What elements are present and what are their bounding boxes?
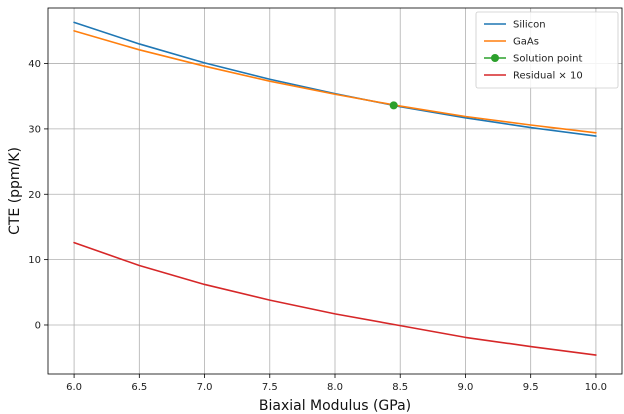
y-tick-label: 20 xyxy=(28,190,41,201)
y-tick-label: 10 xyxy=(28,255,41,266)
x-tick-label: 7.5 xyxy=(262,382,278,393)
legend-marker xyxy=(491,54,499,62)
x-tick-label: 7.0 xyxy=(197,382,213,393)
series-line-residual-10 xyxy=(73,241,597,356)
y-tick-label: 40 xyxy=(28,59,41,70)
solution-point-marker xyxy=(389,101,398,110)
x-tick-label: 9.5 xyxy=(523,382,539,393)
y-axis-ticks: 0 10 20 30 40 xyxy=(28,59,48,331)
legend: Silicon GaAs Solution point Residual × 10 xyxy=(475,11,619,89)
x-tick-label: 6.5 xyxy=(131,382,147,393)
legend-box xyxy=(475,11,619,89)
legend-label: GaAs xyxy=(513,37,539,48)
y-tick-label: 30 xyxy=(28,124,41,135)
legend-label: Residual × 10 xyxy=(513,71,583,82)
y-tick-label: 0 xyxy=(35,320,41,331)
x-tick-label: 6.0 xyxy=(66,382,82,393)
x-tick-label: 8.0 xyxy=(327,382,343,393)
legend-label: Solution point xyxy=(513,54,582,65)
x-tick-label: 8.5 xyxy=(392,382,408,393)
solution-points xyxy=(389,101,398,110)
x-tick-label: 9.0 xyxy=(458,382,474,393)
series-lines xyxy=(73,21,597,356)
series-line-gaas xyxy=(73,30,597,134)
y-axis-label: CTE (ppm/K) xyxy=(7,147,23,235)
legend-label: Silicon xyxy=(513,20,546,31)
x-axis-ticks: 6.0 6.5 7.0 7.5 8.0 8.5 9.0 9.5 10.0 xyxy=(66,374,607,393)
x-axis-label: Biaxial Modulus (GPa) xyxy=(259,398,411,414)
x-tick-label: 10.0 xyxy=(585,382,607,393)
